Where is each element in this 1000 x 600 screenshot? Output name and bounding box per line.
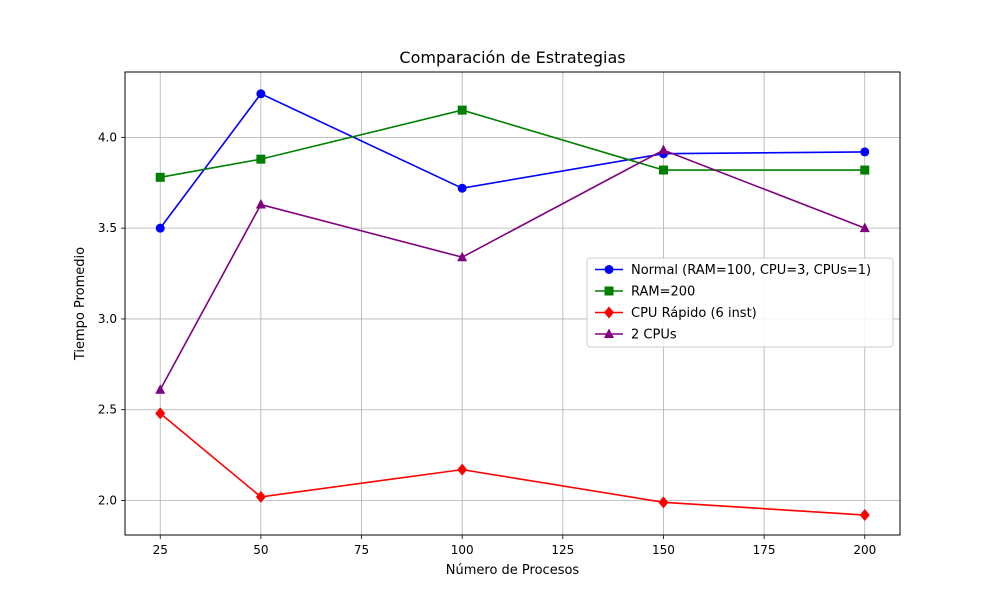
legend-item: 2 CPUs [595,328,677,343]
plot-frame [124,71,901,536]
data-point [155,223,165,233]
data-point [457,183,467,193]
x-tick-label: 200 [853,543,876,557]
y-tick-label: 2.5 [98,403,117,417]
legend-item: RAM=200 [595,285,695,300]
data-point [658,165,668,175]
data-point [658,496,669,509]
data-point [859,222,870,233]
legend: Normal (RAM=100, CPU=3, CPUs=1) RAM=200 CP… [586,257,894,348]
x-tick-label: 25 [153,543,168,557]
data-point [457,463,468,476]
data-point [256,89,266,99]
data-point [658,144,669,155]
x-axis-label: Número de Procesos [446,563,580,578]
data-point [457,251,468,262]
series-2 [155,105,870,182]
data-point [255,490,266,503]
legend-marker [604,328,614,338]
data-point [155,407,166,420]
axis-ticks: 25 50 75 100 125 150 175 200 2.0 2.5 3.0 3.5 4.0 [98,130,876,557]
legend-label: 2 CPUs [631,328,677,343]
legend-marker [604,265,614,274]
x-tick-label: 175 [753,543,776,557]
y-tick-label: 4.0 [98,130,117,144]
series-3 [155,407,870,522]
x-tick-label: 150 [652,543,675,557]
data-point [859,509,870,522]
data-series [155,89,870,522]
legend-box [586,257,894,348]
y-tick-label: 3.0 [98,312,117,326]
legend-label: RAM=200 [631,285,695,300]
x-tick-label: 125 [551,543,574,557]
data-point [155,384,166,394]
chart-title: Comparación de Estrategias [399,48,625,67]
x-tick-label: 75 [354,543,369,557]
data-point [860,165,870,175]
legend-marker [604,306,614,319]
legend-label: CPU Rápido (6 inst) [631,306,757,321]
x-tick-label: 100 [451,543,474,557]
data-point [457,105,467,115]
y-tick-label: 2.0 [98,494,117,508]
data-point [256,154,266,164]
legend-item: CPU Rápido (6 inst) [595,306,757,321]
data-point [155,172,165,182]
series-4 [155,144,870,394]
y-tick-label: 3.5 [98,221,117,235]
data-point [255,199,266,209]
x-tick-label: 50 [253,543,268,557]
data-point [860,147,870,157]
y-axis-label: Tiempo Promedio [73,247,88,361]
legend-item: Normal (RAM=100, CPU=3, CPUs=1) [595,263,871,278]
legend-marker [604,286,614,296]
legend-label: Normal (RAM=100, CPU=3, CPUs=1) [631,263,871,278]
